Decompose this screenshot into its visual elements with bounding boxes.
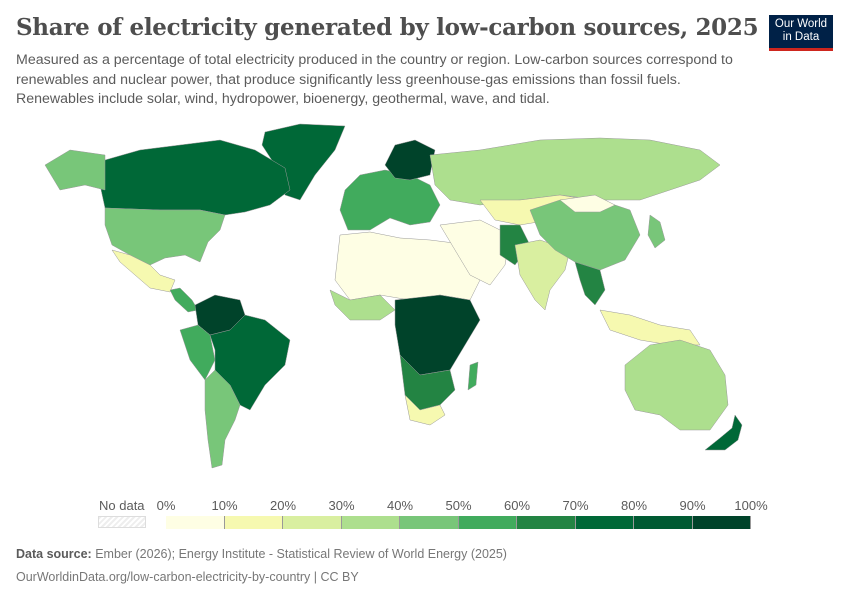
no-data-swatch [98, 516, 146, 528]
legend-bin[interactable] [517, 516, 576, 529]
data-source: Data source: Ember (2026); Energy Instit… [16, 547, 507, 561]
no-data-label: No data [99, 498, 145, 513]
legend-tick-label: 100% [734, 498, 768, 513]
legend-tick-label: 10% [211, 498, 238, 513]
legend-bin[interactable] [575, 516, 634, 529]
region-canada[interactable] [99, 139, 291, 216]
source-label: Data source: [16, 547, 92, 561]
region-middle-east[interactable] [439, 219, 511, 286]
legend-tick-label: 80% [620, 498, 648, 513]
region-se-asia[interactable] [574, 261, 606, 306]
legend-bin[interactable] [283, 516, 342, 529]
legend-bin[interactable] [166, 516, 225, 529]
region-scandinavia[interactable] [384, 139, 436, 181]
legend-tick-label: 60% [503, 498, 531, 513]
region-madagascar[interactable] [467, 361, 479, 391]
legend-bin[interactable] [341, 516, 400, 529]
source-url[interactable]: OurWorldinData.org/low-carbon-electricit… [16, 570, 359, 584]
region-australia[interactable] [624, 339, 729, 431]
chart-subtitle: Measured as a percentage of total electr… [16, 52, 733, 107]
world-map[interactable] [0, 115, 850, 490]
legend-tick-label: 70% [562, 498, 589, 513]
region-new-zealand[interactable] [704, 414, 743, 451]
source-text: Ember (2026); Energy Institute - Statist… [95, 547, 507, 561]
legend-bin[interactable] [692, 516, 751, 529]
region-mexico[interactable] [111, 249, 176, 293]
legend-tick-label: 50% [445, 498, 472, 513]
region-alaska[interactable] [44, 149, 106, 191]
region-mongolia[interactable] [559, 194, 616, 213]
legend-tick-label: 20% [269, 498, 297, 513]
region-usa[interactable] [104, 207, 226, 266]
legend-bin[interactable] [458, 516, 517, 529]
region-argentina[interactable] [204, 369, 241, 469]
legend-tick-label: 30% [328, 498, 355, 513]
region-central-africa[interactable] [394, 294, 481, 376]
legend-bin[interactable] [400, 516, 459, 529]
map-legend: No data 0% 10% 20% 30% 40% 50% 60% 70% 80% 90% 100… [0, 495, 850, 535]
region-indonesia[interactable] [599, 309, 701, 346]
region-russia[interactable] [429, 137, 721, 206]
region-west-africa[interactable] [329, 289, 396, 321]
legend-tick-label: 0% [156, 498, 176, 513]
legend-tick-label: 90% [679, 498, 706, 513]
region-europe[interactable] [339, 169, 441, 231]
legend-bin[interactable] [224, 516, 283, 529]
region-japan[interactable] [647, 214, 666, 249]
chart-title: Share of electricity generated by low-ca… [16, 14, 759, 41]
legend-bin[interactable] [634, 516, 693, 529]
legend-tick-label: 40% [386, 498, 414, 513]
region-central-america[interactable] [169, 287, 199, 313]
region-south-africa[interactable] [404, 394, 446, 426]
owid-logo[interactable]: Our World in Data [769, 15, 833, 51]
